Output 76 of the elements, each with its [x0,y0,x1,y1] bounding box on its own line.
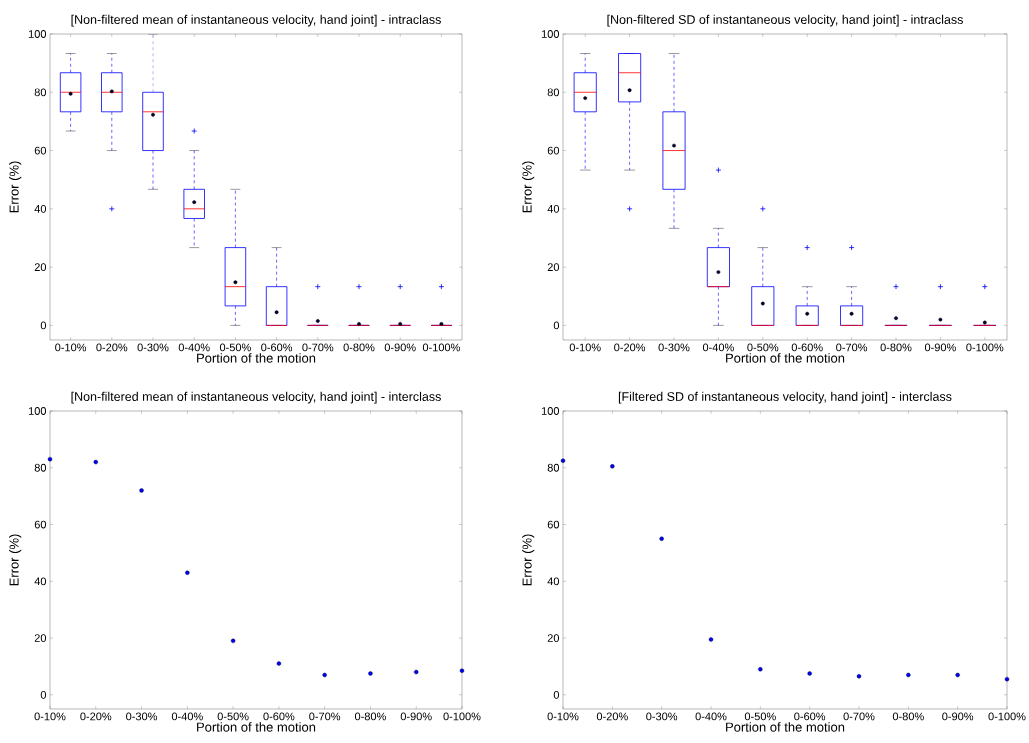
x-tick-label: 0-100% [988,712,1026,721]
x-tick-label: 0-10% [547,712,579,721]
y-tick-label: 80 [547,88,560,97]
x-tick-label: 0-20% [96,343,128,352]
y-tick-label: 100 [541,30,560,38]
y-tick-label: 80 [34,463,47,472]
y-tick-label: 0 [40,321,47,330]
x-tick-label: 0-30% [658,343,690,352]
x-tick-label: 0-80% [892,712,924,721]
x-tick-label: 0-90% [400,712,432,721]
x-tick-label: 0-70% [302,343,334,352]
x-tick-label: 0-10% [55,343,87,352]
y-tick-label: 100 [28,30,47,38]
y-tick-label: 80 [547,463,560,472]
x-tick-label: 0-20% [596,712,628,721]
x-tick-label: 0-40% [178,343,210,352]
chart-title: [Non-filtered SD of instantaneous velocity, hand joint] - intraclass [607,14,963,27]
y-axis-title: Error (%) [522,161,535,213]
y-tick-label: 60 [547,520,560,529]
x-tick-label: 0-90% [924,343,956,352]
y-tick-label: 60 [547,146,560,155]
x-axis-title: Portion of the motion [726,722,845,732]
chart-title: [Non-filtered mean of instantaneous velocity, hand joint] - interclass [71,391,441,404]
y-axis-title: Error (%) [9,534,22,586]
x-tick-label: 0-70% [309,712,341,721]
y-tick-label: 20 [547,263,560,272]
x-tick-label: 0-20% [614,343,646,352]
x-tick-label: 0-50% [747,343,779,352]
x-tick-label: 0-80% [343,343,375,352]
y-axis-title: Error (%) [9,161,22,213]
x-tick-label: 0-90% [942,712,974,721]
x-tick-label: 0-50% [217,712,249,721]
x-tick-label: 0-60% [791,343,823,352]
x-tick-label: 0-80% [354,712,386,721]
x-tick-label: 0-20% [80,712,112,721]
y-tick-label: 20 [34,263,47,272]
x-tick-label: 0-60% [261,343,293,352]
x-tick-label: 0-10% [569,343,601,352]
y-tick-label: 100 [28,407,47,415]
y-tick-label: 0 [553,690,560,699]
y-tick-label: 0 [553,321,560,330]
x-tick-label: 0-60% [263,712,295,721]
x-tick-label: 0-50% [219,343,251,352]
y-tick-label: 20 [547,634,560,642]
y-axis-title: Error (%) [522,534,535,586]
y-tick-label: 60 [34,146,47,155]
y-tick-label: 60 [34,520,47,529]
x-tick-label: 0-10% [34,712,66,721]
y-tick-label: 40 [547,204,560,213]
y-tick-label: 0 [40,690,47,699]
x-tick-label: 0-70% [843,712,875,721]
y-tick-label: 80 [34,88,47,97]
x-tick-label: 0-30% [646,712,678,721]
x-tick-label: 0-40% [695,712,727,721]
x-tick-label: 0-100% [422,343,460,352]
y-tick-label: 40 [547,577,560,586]
chart-title: [Filtered SD of instantaneous velocity, hand joint] - interclass [618,391,952,404]
x-tick-label: 0-40% [702,343,734,352]
chart-title: [Non-filtered mean of instantaneous velocity, hand joint] - intraclass [71,14,441,27]
x-tick-label: 0-70% [836,343,868,352]
x-tick-label: 0-90% [384,343,416,352]
y-tick-label: 40 [34,577,47,586]
x-axis-title: Portion of the motion [726,353,845,363]
x-tick-label: 0-30% [126,712,158,721]
x-tick-label: 0-40% [171,712,203,721]
y-tick-label: 20 [34,634,47,642]
y-tick-label: 100 [541,407,560,415]
y-tick-label: 40 [34,204,47,213]
x-tick-label: 0-50% [744,712,776,721]
x-axis-title: Portion of the motion [197,722,316,732]
x-tick-label: 0-100% [443,712,481,721]
x-tick-label: 0-30% [137,343,169,352]
x-tick-label: 0-60% [794,712,826,721]
x-tick-label: 0-80% [880,343,912,352]
x-axis-title: Portion of the motion [197,353,316,363]
x-tick-label: 0-100% [966,343,1004,352]
